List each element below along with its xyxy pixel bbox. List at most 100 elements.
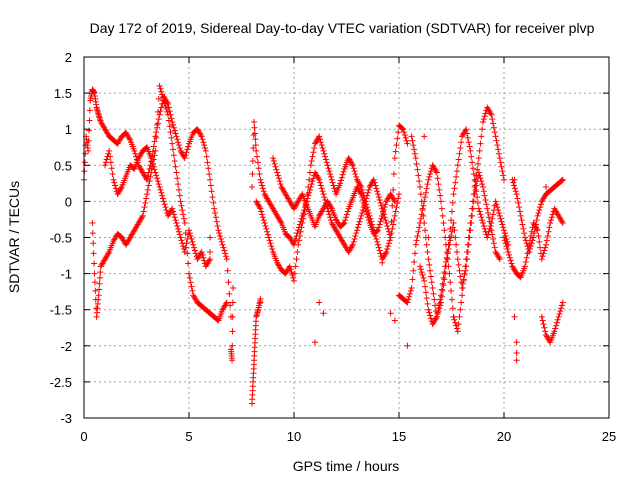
data-point [543, 237, 550, 244]
data-point [451, 227, 458, 234]
data-point [535, 233, 542, 240]
data-point [350, 238, 357, 245]
data-point [296, 233, 303, 240]
data-point [305, 183, 312, 190]
data-point [459, 280, 466, 287]
data-point [159, 91, 166, 98]
data-point [378, 215, 385, 222]
data-point [325, 165, 332, 172]
data-point [545, 228, 552, 235]
data-point [373, 185, 380, 192]
data-point [298, 224, 305, 231]
data-point [511, 182, 518, 189]
data-point [472, 186, 479, 193]
data-point [404, 342, 411, 349]
data-point [403, 137, 410, 144]
data-point [501, 227, 507, 234]
data-point [554, 316, 561, 323]
data-point [459, 285, 465, 292]
data-point [171, 127, 178, 134]
data-point [501, 230, 508, 237]
data-point [223, 299, 230, 306]
data-point [469, 165, 476, 172]
data-point [513, 350, 520, 357]
data-point [305, 192, 312, 199]
data-point [406, 293, 413, 300]
data-point [457, 306, 464, 313]
data-point [181, 220, 188, 227]
chart-title: Day 172 of 2019, Sidereal Day-to-day VTE… [90, 20, 595, 36]
data-point [258, 179, 265, 186]
data-point [348, 243, 355, 250]
y-tick-label: 0.5 [54, 158, 72, 173]
series-track-h [408, 126, 512, 320]
data-point [139, 212, 146, 219]
data-point [529, 237, 536, 244]
data-point [496, 256, 503, 263]
data-point [162, 103, 169, 110]
data-point [489, 215, 496, 222]
data-point [540, 250, 547, 257]
data-point [81, 159, 88, 166]
data-point [555, 313, 562, 320]
data-point [479, 217, 486, 224]
data-point [173, 220, 180, 227]
data-point [306, 176, 313, 183]
data-point [465, 139, 472, 146]
data-point [230, 285, 237, 292]
x-tick-label: 25 [602, 429, 616, 444]
data-point [199, 136, 206, 143]
data-point [503, 243, 510, 250]
data-point [374, 188, 381, 195]
data-point [490, 120, 497, 127]
data-point [452, 319, 459, 326]
data-point [414, 166, 421, 173]
data-point [454, 256, 461, 263]
data-point [416, 178, 423, 185]
data-point [153, 172, 160, 179]
data-point [516, 204, 523, 211]
data-point [505, 248, 512, 255]
data-point [360, 199, 367, 206]
series-track-k [509, 176, 566, 255]
data-point [176, 192, 183, 199]
data-point [372, 182, 379, 189]
data-point [189, 287, 196, 294]
data-point [522, 237, 529, 244]
data-point [427, 267, 434, 274]
data-point [506, 251, 513, 258]
data-point [553, 319, 560, 326]
data-point [339, 171, 346, 178]
data-point [488, 111, 495, 118]
data-point [440, 282, 447, 289]
data-point [393, 204, 400, 211]
data-point [456, 313, 463, 320]
data-point [178, 202, 185, 209]
data-point [441, 276, 448, 283]
data-point [155, 181, 162, 188]
data-point [391, 155, 398, 162]
data-point [164, 108, 171, 115]
data-point [214, 222, 221, 229]
data-point [410, 267, 417, 274]
data-point [419, 272, 426, 279]
data-point [263, 225, 270, 232]
data-point [358, 191, 365, 198]
data-point [162, 204, 169, 211]
data-point [442, 263, 449, 270]
data-point [157, 186, 164, 193]
data-point [375, 194, 382, 201]
data-point [511, 185, 518, 192]
data-point [418, 198, 425, 205]
data-point [478, 178, 485, 185]
data-point [453, 168, 460, 175]
data-point [170, 124, 177, 131]
series-outliers [207, 133, 549, 364]
data-point [198, 133, 205, 140]
data-point [548, 214, 555, 221]
data-point [165, 104, 172, 111]
data-point [251, 124, 258, 131]
data-point [392, 208, 399, 215]
data-point [183, 240, 190, 247]
data-point [296, 237, 303, 244]
